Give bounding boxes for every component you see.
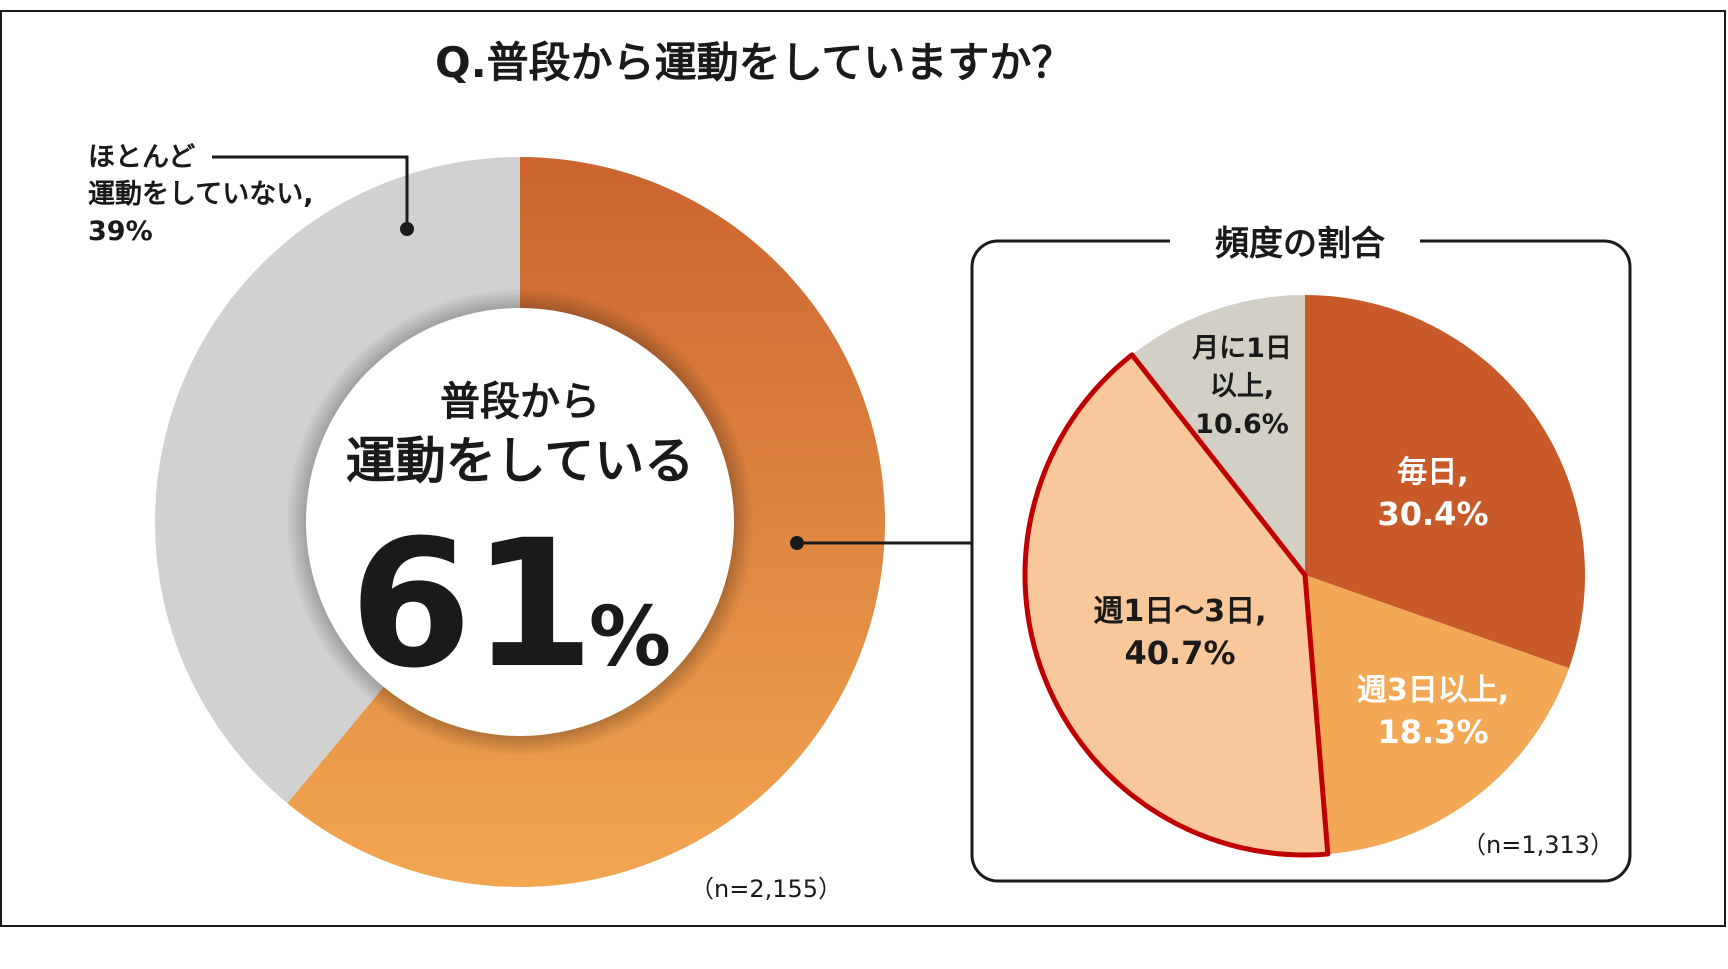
frequency-pie bbox=[1022, 295, 1585, 858]
callout-line-grey bbox=[212, 155, 409, 228]
callout-label-line1: ほとんど bbox=[88, 142, 195, 173]
slice-label-m1-1: 月に1日 bbox=[1191, 333, 1292, 364]
pie-slice-weekly-1to3 bbox=[1025, 354, 1328, 855]
callout-label-line2: 運動をしていない, bbox=[88, 179, 313, 210]
pie-slice-highlight bbox=[1022, 352, 1331, 858]
pie-slice-daily bbox=[1305, 295, 1585, 669]
slice-label-m1-2: 以上, bbox=[1210, 371, 1274, 402]
slice-label-daily-1: 毎日, bbox=[1397, 455, 1468, 490]
center-unit: % bbox=[589, 590, 671, 685]
slice-label-w3-2: 18.3% bbox=[1377, 713, 1488, 751]
connector-dot bbox=[790, 536, 804, 550]
center-label-line2: 運動をしている bbox=[346, 432, 695, 490]
center-value: 61 bbox=[350, 502, 595, 707]
callout-dot-grey bbox=[400, 222, 414, 236]
slice-label-w13-1: 週1日～3日, bbox=[1093, 594, 1266, 629]
chart-title: Q.普段から運動をしていますか？ bbox=[435, 38, 1073, 87]
slice-label-w13-2: 40.7% bbox=[1124, 634, 1235, 672]
callout-label-line3: 39% bbox=[88, 216, 153, 247]
frequency-title: 頻度の割合 bbox=[1215, 224, 1385, 264]
pie-slice-monthly-1plus bbox=[1131, 295, 1305, 575]
slice-label-m1-3: 10.6% bbox=[1195, 409, 1289, 440]
center-label-line1: 普段から bbox=[440, 379, 600, 425]
main-n-label: （n=2,155） bbox=[690, 875, 842, 903]
slice-label-daily-2: 30.4% bbox=[1377, 495, 1488, 533]
slice-label-w3-1: 週3日以上, bbox=[1357, 673, 1509, 708]
donut-hole bbox=[306, 308, 734, 736]
sub-n-label: （n=1,313） bbox=[1462, 831, 1614, 859]
pie-slice-weekly-3plus bbox=[1305, 575, 1570, 855]
frequency-title-mask bbox=[1170, 222, 1420, 262]
